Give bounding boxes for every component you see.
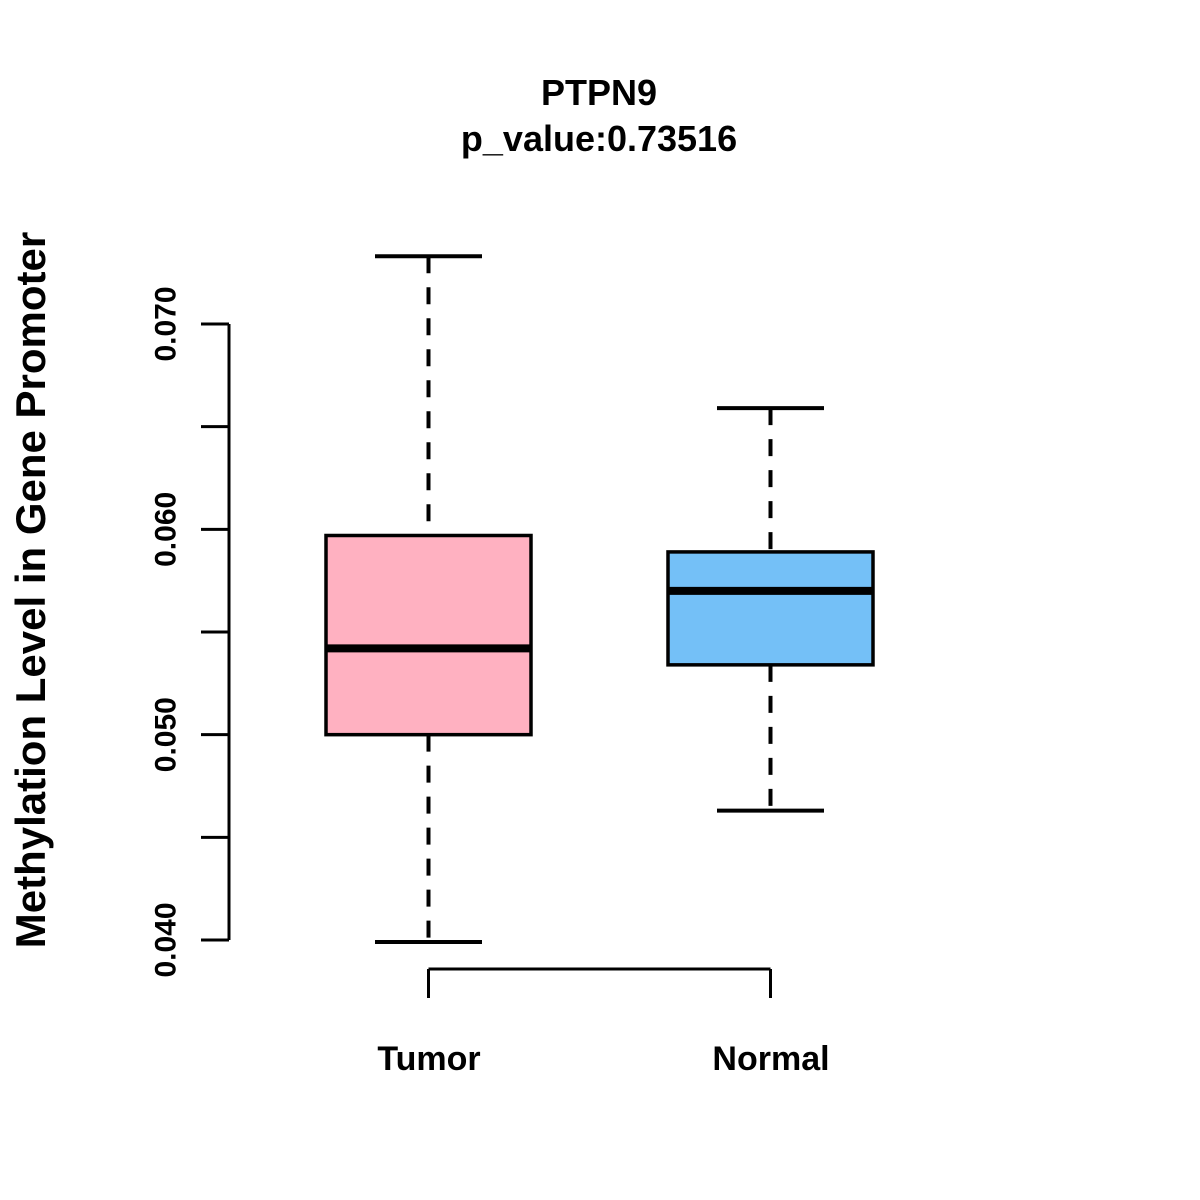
y-tick-label: 0.070: [150, 286, 183, 361]
y-tick-label: 0.050: [150, 697, 183, 772]
x-category-label-tumor: Tumor: [377, 1040, 481, 1078]
tumor-box: [324, 533, 533, 737]
chart-title-block: PTPN9 p_value:0.73516: [0, 70, 1198, 162]
y-axis-label: Methylation Level in Gene Promoter: [7, 231, 54, 949]
chart-title: PTPN9: [540, 72, 658, 113]
y-tick-label: 0.040: [150, 902, 183, 977]
chart-subtitle: p_value:0.73516: [460, 118, 738, 159]
y-tick-label: 0.060: [150, 492, 183, 567]
normal-box: [666, 550, 875, 667]
x-category-label-normal: Normal: [712, 1040, 830, 1078]
